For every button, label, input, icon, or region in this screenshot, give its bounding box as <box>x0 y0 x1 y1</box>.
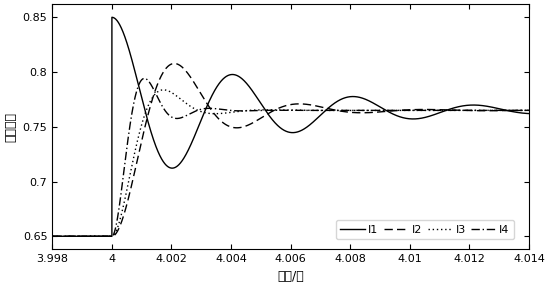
I1 <box>495 107 501 110</box>
I1 <box>109 15 115 19</box>
I1 <box>390 113 397 116</box>
I4 <box>390 109 397 112</box>
I3 <box>274 108 281 112</box>
I3 <box>337 109 344 112</box>
I4 <box>141 77 148 80</box>
I4 <box>495 109 501 112</box>
I1 <box>168 166 175 170</box>
I3 <box>355 109 362 112</box>
I1 <box>355 95 362 99</box>
I1 <box>337 98 344 101</box>
I3 <box>160 88 167 92</box>
I2 <box>171 62 178 65</box>
Line: I2: I2 <box>52 63 529 236</box>
I2 <box>525 108 532 112</box>
I2 <box>49 234 55 238</box>
I3 <box>49 234 55 238</box>
I4 <box>337 109 344 112</box>
I4 <box>168 115 175 119</box>
I3 <box>495 109 501 112</box>
I3 <box>390 109 397 112</box>
I2 <box>495 109 501 113</box>
I1 <box>274 124 281 127</box>
I4 <box>355 109 362 112</box>
Legend: I1, I2, I3, I4: I1, I2, I3, I4 <box>336 220 514 239</box>
I2 <box>337 109 344 113</box>
I3 <box>168 91 175 94</box>
I1 <box>49 234 55 238</box>
Line: I1: I1 <box>52 17 529 236</box>
I1 <box>525 112 532 115</box>
I3 <box>525 109 532 112</box>
I2 <box>390 109 397 113</box>
Y-axis label: 单位电流: 单位电流 <box>4 112 17 142</box>
I4 <box>525 109 532 112</box>
Line: I3: I3 <box>52 90 529 236</box>
I4 <box>274 108 281 112</box>
I2 <box>168 63 175 66</box>
I2 <box>274 107 281 110</box>
Line: I4: I4 <box>52 78 529 236</box>
X-axis label: 时间/秒: 时间/秒 <box>277 270 304 283</box>
I4 <box>49 234 55 238</box>
I2 <box>355 111 362 115</box>
